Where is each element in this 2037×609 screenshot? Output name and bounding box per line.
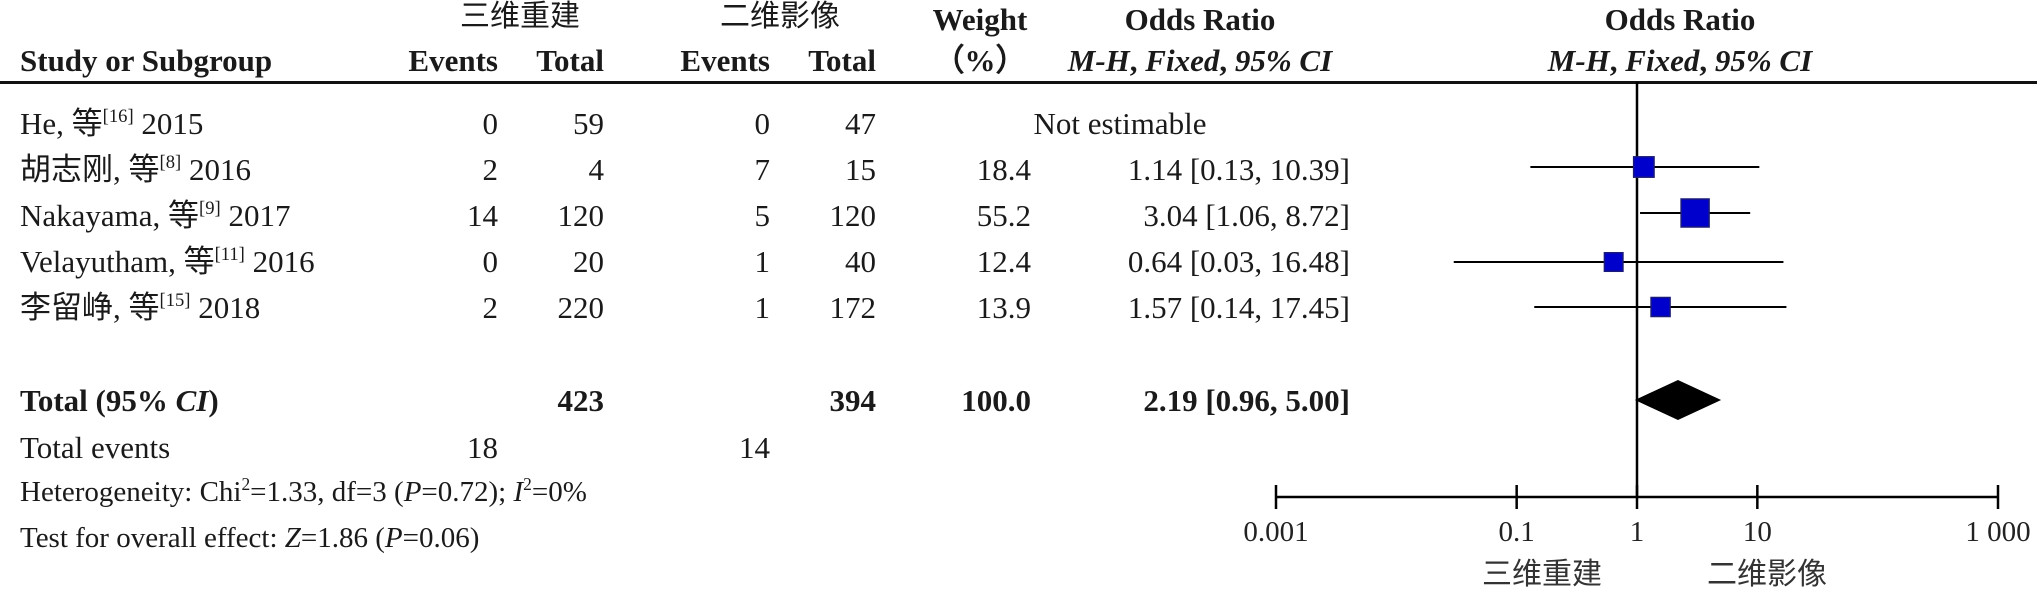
- total2-cell: 15: [845, 152, 876, 187]
- pooled-effect-diamond: [1634, 380, 1722, 420]
- study-marker: [1680, 198, 1710, 228]
- x-tick-label: 1: [1630, 516, 1645, 548]
- weight-pct-header: （%）: [933, 43, 1027, 78]
- total1-cell: 220: [557, 290, 605, 325]
- or-ci-cell: 1.57 [0.14, 17.45]: [1127, 290, 1350, 325]
- or-header-title: Odds Ratio: [1124, 2, 1276, 37]
- total2-cell: 47: [845, 106, 876, 141]
- or-ci-cell: 1.14 [0.13, 10.39]: [1127, 152, 1350, 187]
- x-tick-label: 0.1: [1499, 516, 1535, 548]
- total2-cell: 40: [845, 244, 876, 279]
- or-method-header: M-H, Fixed, 95% CI: [1067, 43, 1333, 78]
- weight-cell: 12.4: [976, 244, 1031, 279]
- or-ci-cell: 0.64 [0.03, 16.48]: [1127, 244, 1350, 279]
- total-events2: 14: [739, 430, 770, 465]
- events1-cell: 2: [482, 152, 499, 187]
- ci-text: 95% CI: [1714, 43, 1813, 78]
- weight-cell: 13.9: [976, 290, 1031, 325]
- study-marker: [1650, 296, 1671, 318]
- weight-header: Weight: [932, 2, 1028, 37]
- total1-cell: 120: [557, 198, 605, 233]
- events2-cell: 7: [754, 152, 771, 187]
- weight-cell: 55.2: [976, 198, 1031, 233]
- plot-method-header: M-H, Fixed, 95% CI: [1547, 43, 1813, 78]
- total-events1: 18: [467, 430, 498, 465]
- not-estimable-cell: Not estimable: [1033, 106, 1207, 141]
- heterogeneity-text: Heterogeneity: Chi2=1.33, df=3 (P=0.72);…: [20, 473, 587, 508]
- group1-header: 三维重建: [460, 0, 580, 33]
- or-ci-cell: 3.04 [1.06, 8.72]: [1143, 198, 1350, 233]
- events1-header: Events: [408, 43, 498, 78]
- total2-cell: 172: [829, 290, 877, 325]
- total2-header: Total: [808, 43, 876, 78]
- study-column-header: Study or Subgroup: [20, 43, 273, 78]
- events2-header: Events: [680, 43, 770, 78]
- ci-text: 95% CI: [1234, 43, 1333, 78]
- x-tick-label: 10: [1743, 516, 1772, 548]
- total1-cell: 59: [573, 106, 604, 141]
- total-or-ci: 2.19 [0.96, 5.00]: [1143, 383, 1350, 418]
- study-marker: [1603, 251, 1624, 273]
- total1-header: Total: [536, 43, 604, 78]
- fixed-text: Fixed: [1145, 43, 1220, 78]
- events1-cell: 14: [467, 198, 498, 233]
- events1-cell: 0: [482, 244, 499, 279]
- study-label: He, 等[16] 2015: [20, 105, 204, 141]
- study-label: 李留峥, 等[15] 2018: [20, 289, 261, 325]
- events2-cell: 1: [754, 244, 771, 279]
- study-label: 胡志刚, 等[8] 2016: [20, 151, 251, 187]
- total1-sum: 423: [557, 383, 605, 418]
- total2-cell: 120: [829, 198, 877, 233]
- group2-header: 二维影像: [720, 0, 840, 33]
- overall-effect-text: Test for overall effect: Z=1.86 (P=0.06): [20, 522, 480, 554]
- events2-cell: 0: [754, 106, 771, 141]
- study-label: Nakayama, 等[9] 2017: [20, 197, 291, 233]
- total-label: Total (95% CI): [20, 383, 219, 418]
- total1-cell: 4: [588, 152, 605, 187]
- study-label: Velayutham, 等[11] 2016: [20, 243, 315, 279]
- favours-right-label: 二维影像: [1707, 557, 1827, 592]
- x-tick-label: 1 000: [1965, 516, 2030, 548]
- favours-left-label: 三维重建: [1482, 557, 1602, 592]
- events1-cell: 0: [482, 106, 499, 141]
- fixed-text: Fixed: [1625, 43, 1700, 78]
- x-tick-label: 0.001: [1243, 516, 1308, 548]
- total-weight: 100.0: [961, 383, 1031, 418]
- mh-text: M-H: [1547, 43, 1610, 78]
- total2-sum: 394: [829, 383, 877, 418]
- events2-cell: 5: [754, 198, 771, 233]
- events1-cell: 2: [482, 290, 499, 325]
- total1-cell: 20: [573, 244, 604, 279]
- study-marker: [1632, 156, 1655, 178]
- mh-text: M-H: [1067, 43, 1130, 78]
- events2-cell: 1: [754, 290, 771, 325]
- weight-cell: 18.4: [976, 152, 1031, 187]
- plot-header-title: Odds Ratio: [1604, 2, 1756, 37]
- header-rule: [0, 81, 2037, 84]
- total-events-label: Total events: [20, 430, 171, 465]
